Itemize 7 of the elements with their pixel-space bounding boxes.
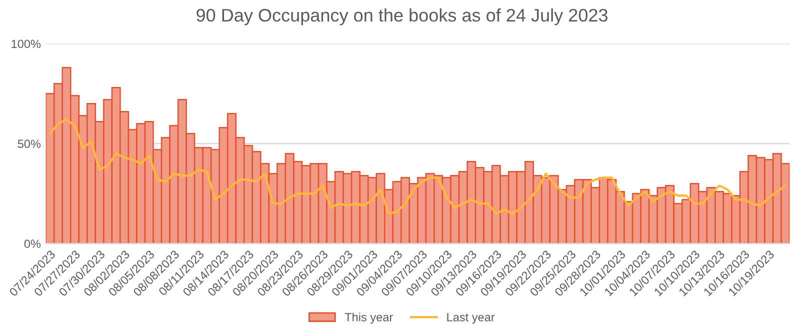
line-series (48, 118, 787, 215)
legend-label: This year (344, 312, 393, 324)
chart-title: 90 Day Occupancy on the books as of 24 July 2023 (196, 8, 608, 26)
legend-label: Last year (447, 313, 495, 324)
y-tick-label: 0% (24, 240, 41, 248)
y-tick-label: 50% (18, 140, 41, 148)
y-tick-label: 100% (12, 40, 41, 48)
